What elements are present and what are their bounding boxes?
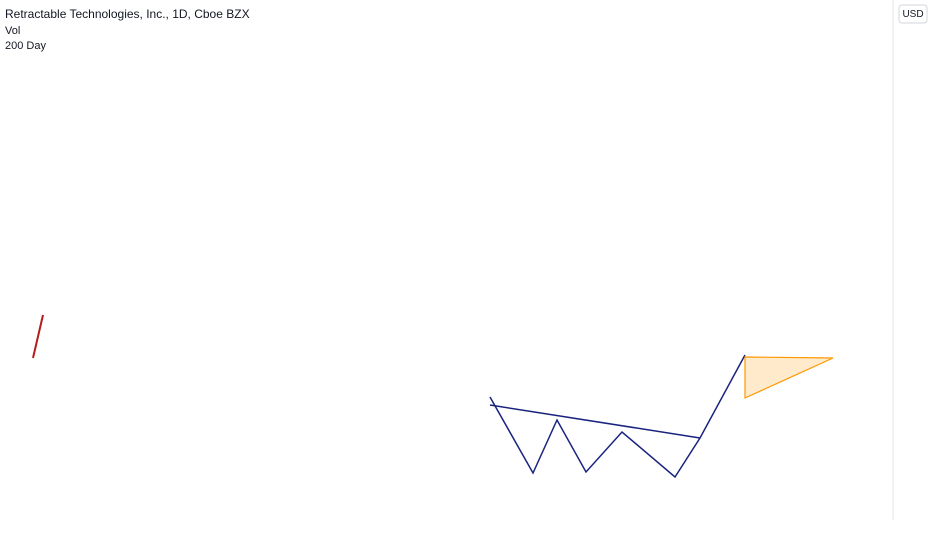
indicator-label: Vol [5,25,20,37]
drawings [32,314,834,479]
neckline [489,404,701,439]
trend-line [32,314,44,359]
currency-label: USD [902,9,923,20]
pattern-line [489,354,746,479]
chart-title: Retractable Technologies, Inc., 1D, Cboe… [5,7,250,21]
currency-box[interactable] [898,4,928,24]
indicator-label: 200 Day [5,40,46,52]
triangle-pattern [744,356,834,399]
